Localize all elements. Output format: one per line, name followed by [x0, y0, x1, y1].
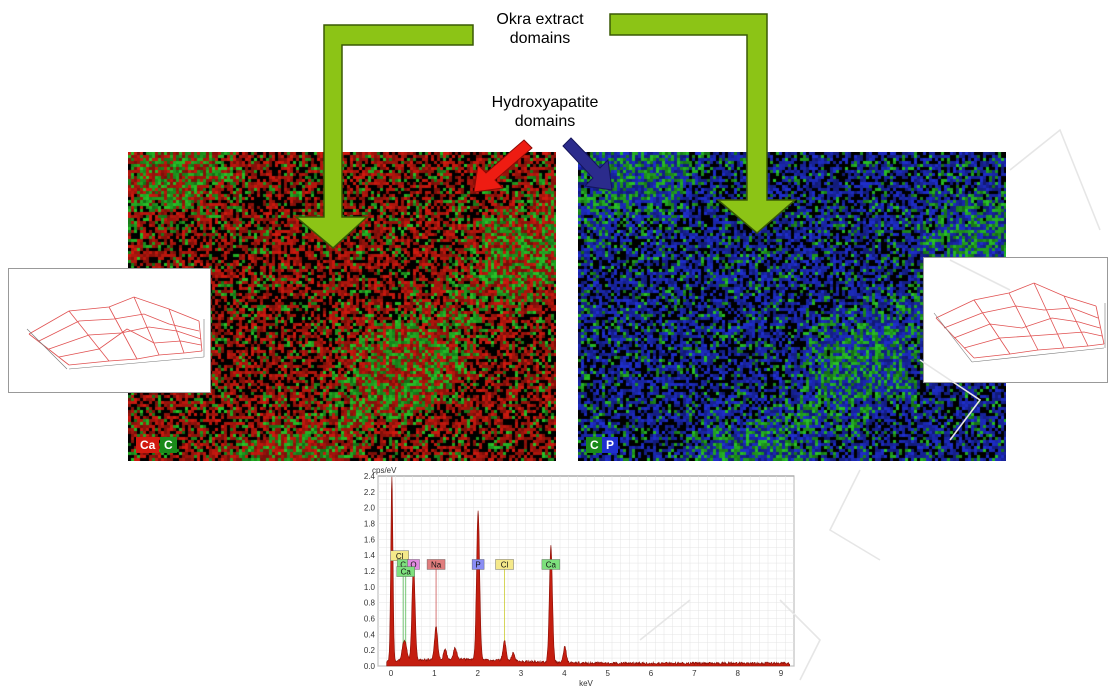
- x-tick-label: 8: [735, 669, 740, 678]
- hydroxyapatite-label: Hydroxyapatite domains: [470, 93, 620, 131]
- okra-arrow-right: [610, 14, 795, 233]
- x-axis-label: keV: [579, 679, 593, 688]
- okra-extract-label: Okra extract domains: [475, 10, 605, 48]
- y-tick-label: 0.2: [364, 646, 376, 655]
- y-tick-label: 2.2: [364, 488, 376, 497]
- y-tick-label: 0.6: [364, 615, 376, 624]
- x-tick-label: 6: [649, 669, 654, 678]
- y-tick-label: 2.0: [364, 504, 376, 513]
- element-label: Na: [431, 560, 442, 569]
- ha-label-line2: domains: [470, 112, 620, 131]
- y-tick-label: 0.0: [364, 662, 376, 671]
- ha-arrow-blue: [563, 138, 612, 190]
- x-tick-label: 1: [432, 669, 437, 678]
- y-tick-label: 1.8: [364, 520, 376, 529]
- x-tick-label: 5: [605, 669, 610, 678]
- x-tick-label: 0: [389, 669, 394, 678]
- element-label: Cl: [501, 560, 509, 569]
- y-tick-label: 0.8: [364, 599, 376, 608]
- x-tick-label: 3: [519, 669, 524, 678]
- y-tick-label: 1.4: [364, 551, 376, 560]
- okra-label-line2: domains: [475, 29, 605, 48]
- y-tick-label: 1.6: [364, 535, 376, 544]
- element-label: Ca: [401, 568, 412, 577]
- x-tick-label: 9: [779, 669, 784, 678]
- x-tick-label: 7: [692, 669, 697, 678]
- eds-spectrum-chart: 0.00.20.40.60.81.01.21.41.61.82.02.22.40…: [340, 462, 800, 690]
- ha-arrow-red: [474, 140, 532, 192]
- element-label: P: [475, 560, 480, 569]
- ha-label-line1: Hydroxyapatite: [470, 93, 620, 112]
- y-tick-label: 1.0: [364, 583, 376, 592]
- y-tick-label: 1.2: [364, 567, 376, 576]
- element-label: Ca: [546, 560, 557, 569]
- x-tick-label: 4: [562, 669, 567, 678]
- y-tick-label: 0.4: [364, 630, 376, 639]
- okra-label-line1: Okra extract: [475, 10, 605, 29]
- y-axis-label: cps/eV: [372, 466, 397, 475]
- x-tick-label: 2: [475, 669, 480, 678]
- okra-arrow-left: [296, 25, 473, 248]
